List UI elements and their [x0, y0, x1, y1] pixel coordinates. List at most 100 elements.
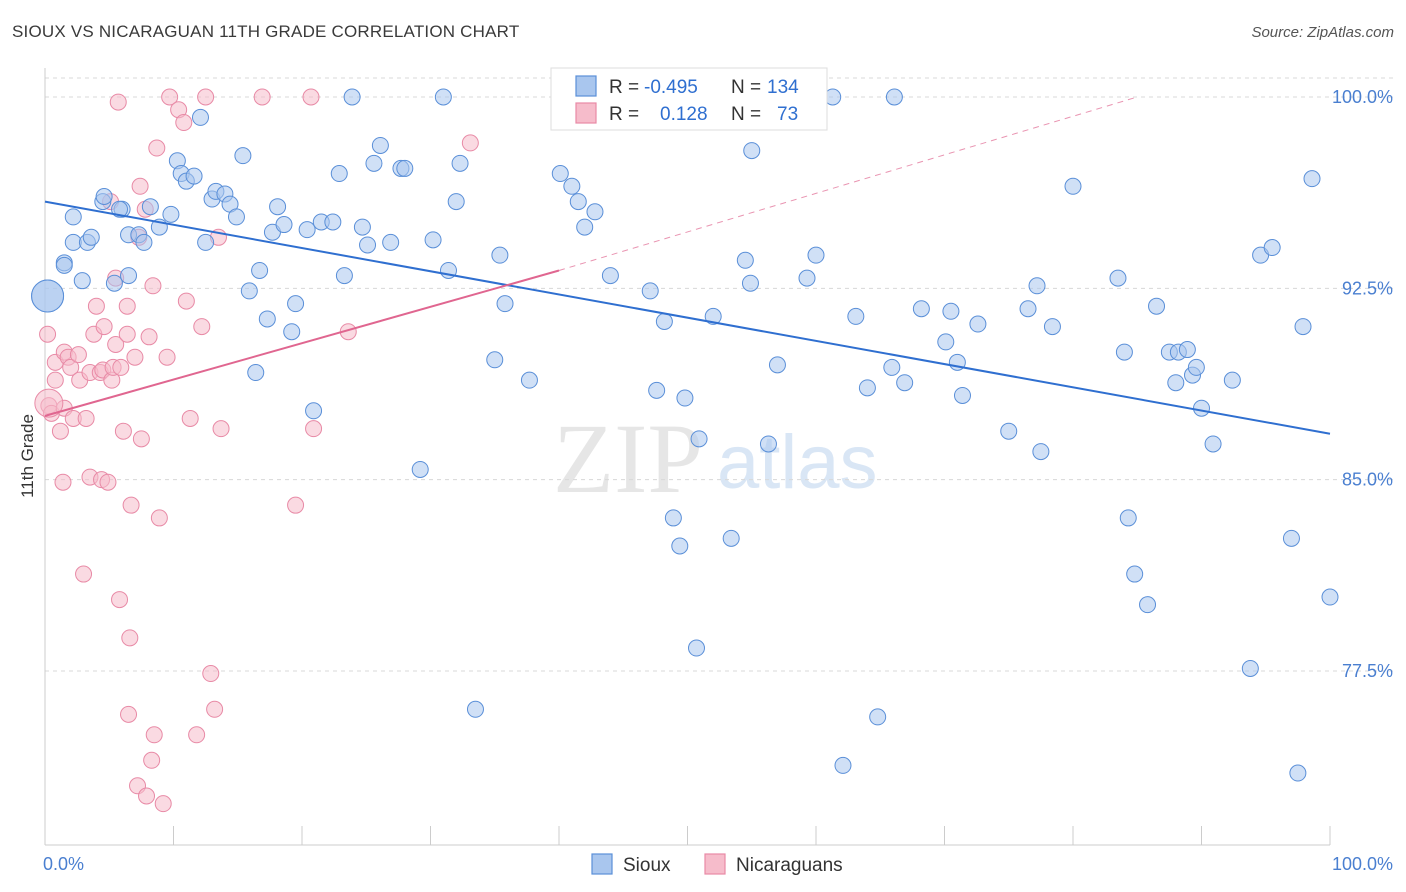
nicaraguans-point [75, 565, 93, 583]
nicaraguans-point [161, 88, 179, 106]
nicaraguans-point [118, 325, 136, 343]
nicaraguans-points [34, 88, 479, 813]
sioux-point [287, 295, 305, 313]
sioux-point [1178, 341, 1196, 359]
sioux-point [275, 216, 293, 234]
sioux-point [359, 236, 377, 254]
nicaraguans-point [154, 795, 172, 813]
legend-r-value-sioux: -0.495 [644, 77, 698, 98]
nicaraguans-point [107, 335, 125, 353]
nicaraguans-point [202, 665, 220, 683]
nicaraguans-trend-extension [558, 96, 1138, 271]
sioux-point [1282, 529, 1300, 547]
watermark-atlas: atlas [717, 420, 878, 505]
sioux-point [434, 88, 452, 106]
sioux-point [95, 187, 113, 205]
legend-n-value-nicaraguans: 73 [777, 104, 798, 125]
x-tick-label-min: 0.0% [43, 854, 84, 874]
sioux-point [687, 639, 705, 657]
sioux-point [365, 154, 383, 172]
nicaraguans-point [287, 496, 305, 514]
nicaraguans-trend-line [44, 269, 560, 417]
nicaraguans-point [112, 358, 130, 376]
sioux-point [353, 218, 371, 236]
sioux-point [1115, 343, 1133, 361]
sioux-point [741, 274, 759, 292]
sioux-point [283, 323, 301, 341]
sioux-point [305, 402, 323, 420]
nicaraguans-point [39, 325, 57, 343]
nicaraguans-point [212, 420, 230, 438]
nicaraguans-point [54, 473, 72, 491]
y-axis-label: 11th Grade [18, 414, 37, 498]
sioux-point [227, 208, 245, 226]
x-tick-label-max: 100.0% [1332, 854, 1393, 874]
legend-swatch-sioux [575, 75, 597, 97]
axes: 77.5% 85.0% 92.5% 100.0% 0.0% 100.0% [43, 68, 1393, 874]
nicaraguans-point [111, 591, 129, 609]
nicaraguans-point [132, 430, 150, 448]
sioux-point [247, 364, 265, 382]
nicaraguans-point [131, 177, 149, 195]
nicaraguans-point [305, 420, 323, 438]
nicaraguans-point [51, 422, 69, 440]
legend-n-label-sioux: N = [731, 77, 761, 98]
sioux-point [1043, 318, 1061, 336]
sioux-point [520, 371, 538, 389]
sioux-point [690, 430, 708, 448]
sioux-point [240, 282, 258, 300]
nicaraguans-point [120, 705, 138, 723]
nicaraguans-point [206, 700, 224, 718]
sioux-point [807, 246, 825, 264]
sioux-point [396, 159, 414, 177]
nicaraguans-point [87, 297, 105, 315]
nicaraguans-point [253, 88, 271, 106]
nicaraguans-point [138, 787, 156, 805]
sioux-point [324, 213, 342, 231]
nicaraguans-point [145, 726, 163, 744]
sioux-point [82, 228, 100, 246]
nicaraguans-point [148, 139, 166, 157]
sioux-point [969, 315, 987, 333]
sioux-point [31, 279, 65, 313]
sioux-point [676, 389, 694, 407]
sioux-point [869, 708, 887, 726]
sioux-point [847, 307, 865, 325]
sioux-point [1303, 170, 1321, 188]
sioux-point [1126, 565, 1144, 583]
y-tick-label: 92.5% [1342, 278, 1393, 298]
nicaraguans-point [140, 328, 158, 346]
bottom-legend-nicaraguans: Nicaraguans [736, 855, 843, 876]
chart-title: SIOUX VS NICARAGUAN 11TH GRADE CORRELATI… [12, 22, 520, 41]
nicaraguans-point [121, 629, 139, 647]
sioux-point [883, 358, 901, 376]
stats-legend: R = -0.495 N = 134 R = 0.128 N = 73 [550, 67, 828, 131]
trend-lines [44, 96, 1331, 435]
sioux-point [664, 509, 682, 527]
nicaraguans-point [188, 726, 206, 744]
sioux-point [55, 256, 73, 274]
sioux-point [1032, 443, 1050, 461]
sioux-point [736, 251, 754, 269]
sioux-point [722, 529, 740, 547]
nicaraguans-point [114, 422, 132, 440]
bottom-legend: Sioux Nicaraguans [591, 853, 843, 876]
legend-r-label-sioux: R = [609, 77, 639, 98]
nicaraguans-point [461, 134, 479, 152]
nicaraguans-point [158, 348, 176, 366]
y-tick-label: 100.0% [1332, 87, 1393, 107]
sioux-point [234, 147, 252, 165]
sioux-point [704, 307, 722, 325]
sioux-point [896, 374, 914, 392]
sioux-point [120, 267, 138, 285]
nicaraguans-point [122, 496, 140, 514]
bottom-legend-swatch-sioux [591, 853, 613, 875]
legend-r-value-nicaraguans: 0.128 [660, 104, 708, 125]
sioux-point [798, 269, 816, 287]
y-tick-label: 85.0% [1342, 470, 1393, 490]
sioux-point [1119, 509, 1137, 527]
nicaraguans-point [144, 277, 162, 295]
sioux-point [912, 300, 930, 318]
nicaraguans-point [62, 358, 80, 376]
sioux-point [885, 88, 903, 106]
